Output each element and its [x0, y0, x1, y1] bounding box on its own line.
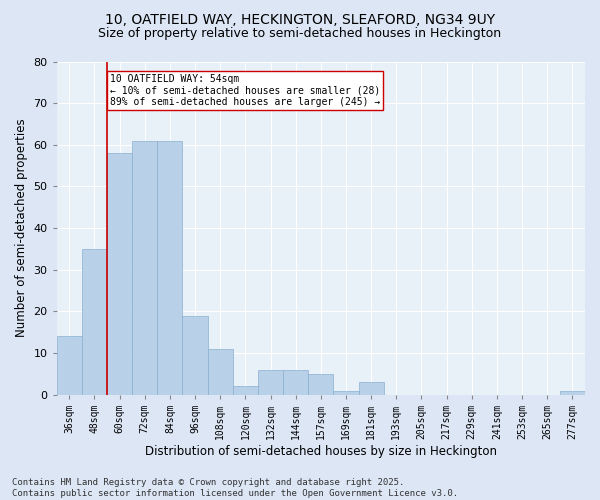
- Y-axis label: Number of semi-detached properties: Number of semi-detached properties: [15, 119, 28, 338]
- Bar: [132, 140, 157, 394]
- Bar: [82, 249, 107, 394]
- Bar: [208, 349, 233, 395]
- Bar: [157, 140, 182, 394]
- Bar: [359, 382, 384, 394]
- Bar: [560, 390, 585, 394]
- Bar: [283, 370, 308, 394]
- Text: 10 OATFIELD WAY: 54sqm
← 10% of semi-detached houses are smaller (28)
89% of sem: 10 OATFIELD WAY: 54sqm ← 10% of semi-det…: [110, 74, 380, 107]
- Text: 10, OATFIELD WAY, HECKINGTON, SLEAFORD, NG34 9UY: 10, OATFIELD WAY, HECKINGTON, SLEAFORD, …: [105, 12, 495, 26]
- Bar: [182, 316, 208, 394]
- Bar: [57, 336, 82, 394]
- Bar: [334, 390, 359, 394]
- Text: Size of property relative to semi-detached houses in Heckington: Size of property relative to semi-detach…: [98, 28, 502, 40]
- Bar: [233, 386, 258, 394]
- Bar: [258, 370, 283, 394]
- Text: Contains HM Land Registry data © Crown copyright and database right 2025.
Contai: Contains HM Land Registry data © Crown c…: [12, 478, 458, 498]
- Bar: [308, 374, 334, 394]
- X-axis label: Distribution of semi-detached houses by size in Heckington: Distribution of semi-detached houses by …: [145, 444, 497, 458]
- Bar: [107, 153, 132, 394]
